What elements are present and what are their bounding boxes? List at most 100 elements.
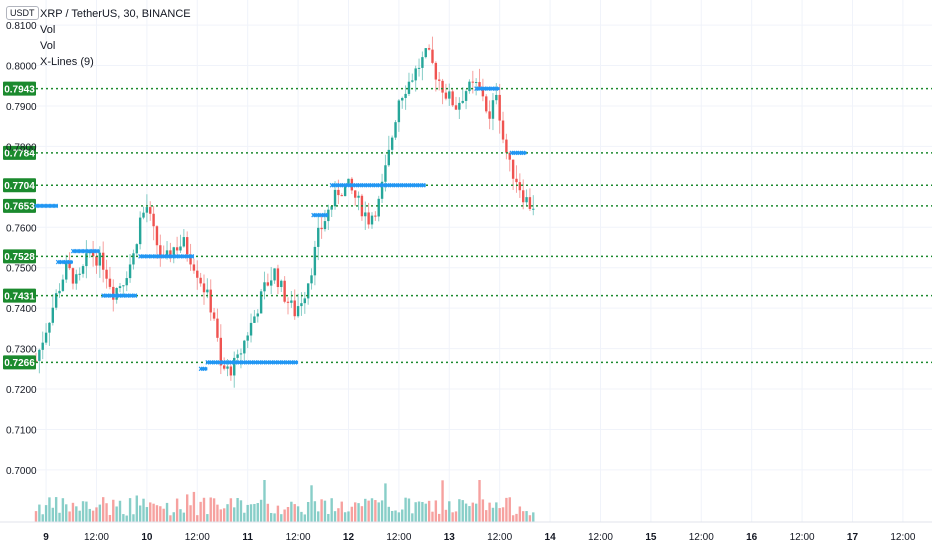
x-marker-cross	[166, 254, 171, 259]
x-marker-cross	[125, 293, 130, 298]
candle-body	[280, 280, 283, 288]
symbol-title[interactable]: XRP / TetherUS, 30, BINANCE	[40, 8, 191, 20]
candle-body	[175, 247, 179, 251]
x-marker-cross	[186, 254, 191, 259]
x-marker-cross	[55, 259, 60, 265]
candle-body	[374, 215, 377, 217]
candle-body	[118, 286, 122, 289]
x-marker-cross	[345, 182, 350, 188]
x-marker-cross	[482, 86, 487, 91]
time-tick-label: 15	[645, 532, 657, 543]
x-marker-cross	[405, 182, 410, 188]
candle-body	[448, 91, 451, 99]
price-tick-label: 0.7800	[6, 142, 37, 153]
indicator-x-lines[interactable]: X-Lines (9)	[40, 56, 94, 68]
volume-bar	[317, 511, 320, 522]
indicator-vol-2[interactable]: Vol	[40, 40, 56, 52]
candle-body	[434, 62, 438, 80]
volume-bar	[532, 512, 535, 522]
level-badge	[3, 198, 36, 213]
volume-bar	[253, 503, 256, 522]
candle-body	[458, 102, 461, 110]
x-marker-cross	[237, 359, 242, 365]
volume-bar	[212, 498, 216, 522]
candle-body	[414, 68, 417, 81]
level-badge	[3, 288, 36, 303]
x-marker-cross	[369, 182, 374, 188]
level-badge-label: 0.7266	[4, 358, 35, 369]
volume-bar	[263, 480, 266, 522]
candle-body	[525, 197, 528, 203]
volume-bar	[233, 507, 236, 522]
volume-bar	[313, 501, 317, 522]
x-marker-cross	[417, 182, 422, 188]
volume-bar	[48, 497, 51, 522]
x-marker-cross	[337, 182, 342, 188]
candle-body	[421, 57, 424, 68]
volume-bar	[34, 511, 38, 522]
volume-bar	[350, 506, 354, 522]
candle-body	[427, 48, 431, 50]
candle-body	[354, 190, 357, 198]
candle-body	[169, 250, 172, 258]
candle-body	[122, 285, 125, 287]
x-marker-cross	[315, 212, 320, 218]
volume-bar	[404, 497, 407, 522]
time-axis[interactable]: 9 12:00 10 12:00 11 12:00 12 12:00 13 12:00 14 12:0…	[0, 521, 932, 543]
candle-body	[390, 137, 394, 150]
candle-body	[515, 178, 518, 183]
candle-body	[51, 307, 54, 323]
currency-badge[interactable]: USDT	[6, 6, 39, 20]
candle-body	[498, 94, 501, 121]
price-axis[interactable]: 0.8100 0.8000 0.7900 0.7800 0.7600 0.7500 0.74…	[6, 21, 37, 477]
candle-body	[438, 79, 441, 81]
candle-body	[226, 366, 229, 369]
candle-body	[310, 275, 313, 284]
x-marker-cross	[138, 254, 143, 259]
volume-bar	[102, 497, 105, 522]
candle-body	[138, 217, 142, 245]
candle-body	[192, 264, 196, 271]
candle-body	[340, 195, 343, 197]
candle-body	[266, 282, 270, 286]
candle-body	[71, 268, 75, 284]
indicator-vol-1[interactable]: Vol	[40, 24, 56, 36]
volume-bar	[38, 504, 41, 522]
candle-body	[270, 280, 273, 286]
candle-body	[377, 198, 380, 217]
price-tick-label: 0.7200	[6, 385, 37, 396]
volume-bar	[364, 498, 367, 522]
level-badge	[3, 145, 36, 160]
candle-body	[98, 252, 102, 266]
x-marker-cross	[365, 182, 370, 188]
volume-bar	[464, 503, 468, 522]
time-tick-label: 12:00	[487, 532, 512, 543]
x-marker-cross	[377, 182, 382, 188]
volume-bar	[458, 499, 461, 522]
volume-bar	[290, 501, 293, 522]
volume-bar	[135, 495, 138, 522]
volume-bar	[105, 503, 108, 522]
candle-body	[485, 96, 488, 112]
volume-bar	[122, 514, 125, 522]
x-marker-cross	[273, 359, 278, 365]
volume-bar	[448, 501, 451, 522]
x-marker-cross	[257, 359, 262, 365]
volume-bar	[488, 502, 491, 522]
x-marker-cross	[474, 86, 479, 91]
candle-body	[387, 149, 390, 166]
volume-bar	[65, 504, 68, 522]
volume-bar	[159, 506, 162, 522]
candle-body	[222, 365, 226, 369]
candle-body	[132, 253, 135, 265]
candle-body	[165, 250, 169, 258]
volume-bar	[95, 507, 98, 522]
volume-bar	[454, 511, 458, 522]
volume-bar	[132, 514, 135, 522]
volume-bar	[525, 511, 528, 522]
candle-body	[417, 67, 421, 69]
volume-bar	[162, 508, 165, 522]
volume-bar	[333, 511, 337, 522]
volume-bar	[256, 503, 259, 522]
